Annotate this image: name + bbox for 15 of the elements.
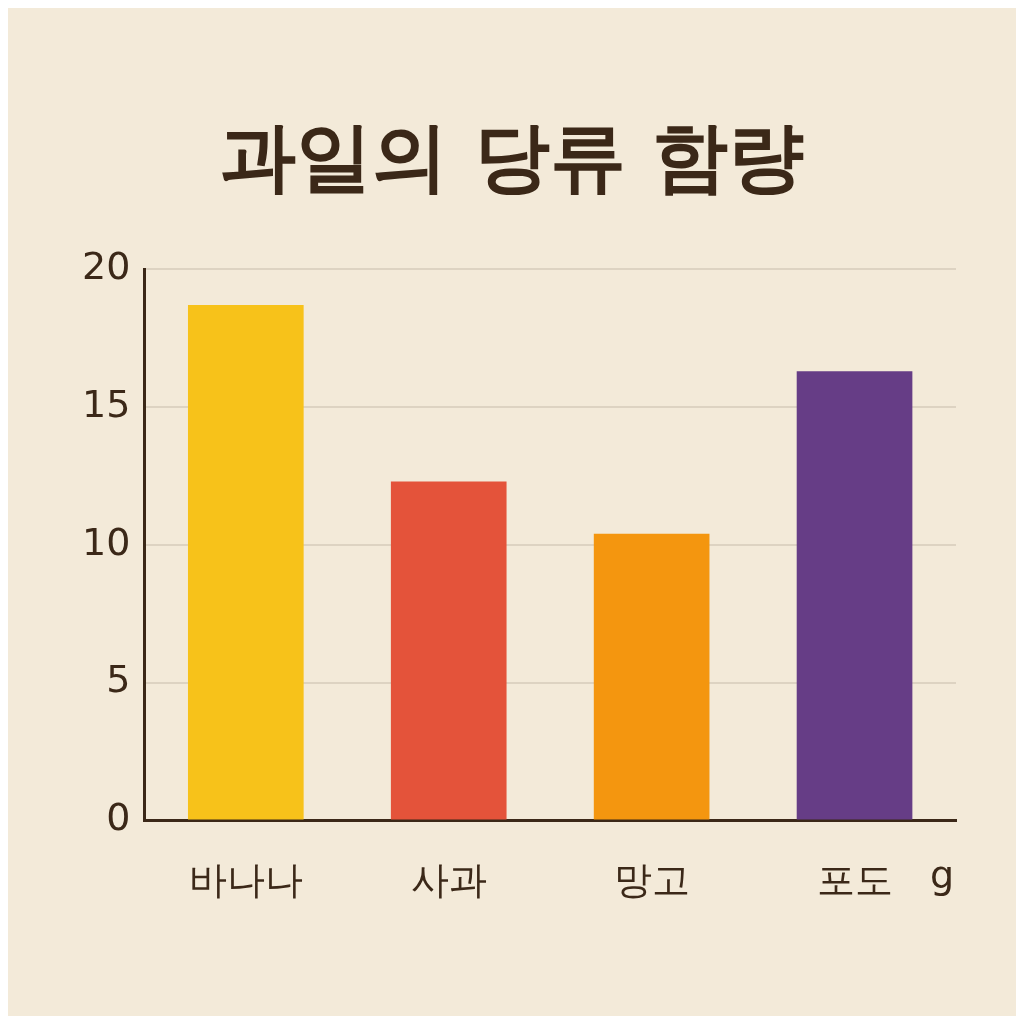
x-tick-label: 포도 (816, 858, 893, 903)
y-tick-label: 0 (106, 795, 131, 840)
x-axis-title: g (929, 853, 954, 898)
x-tick-label: 사과 (410, 858, 487, 903)
x-tick-label: 바나나 (188, 858, 303, 903)
bar (593, 533, 710, 820)
y-tick-label: 20 (81, 244, 131, 289)
bar (796, 371, 913, 820)
bar (390, 481, 507, 820)
y-tick-label: 15 (81, 381, 131, 426)
chart-title: 과일의 당류 함량 (219, 112, 805, 202)
y-tick-label: 10 (81, 519, 131, 564)
bar (187, 305, 304, 820)
y-tick-label: 5 (106, 657, 131, 702)
x-tick-label: 망고 (613, 858, 690, 903)
